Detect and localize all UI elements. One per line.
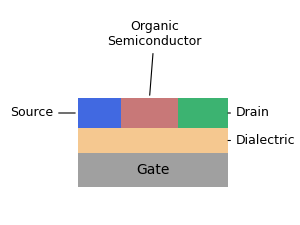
Text: Dialectric: Dialectric <box>228 134 296 147</box>
Text: Organic
Semiconductor: Organic Semiconductor <box>107 20 202 95</box>
Bar <box>78 153 228 187</box>
Text: Gate: Gate <box>136 163 170 177</box>
Bar <box>78 98 126 128</box>
Bar <box>121 98 178 128</box>
Bar <box>173 98 228 128</box>
Bar <box>78 128 228 153</box>
Text: Drain: Drain <box>228 106 270 119</box>
Text: Source: Source <box>10 106 75 119</box>
